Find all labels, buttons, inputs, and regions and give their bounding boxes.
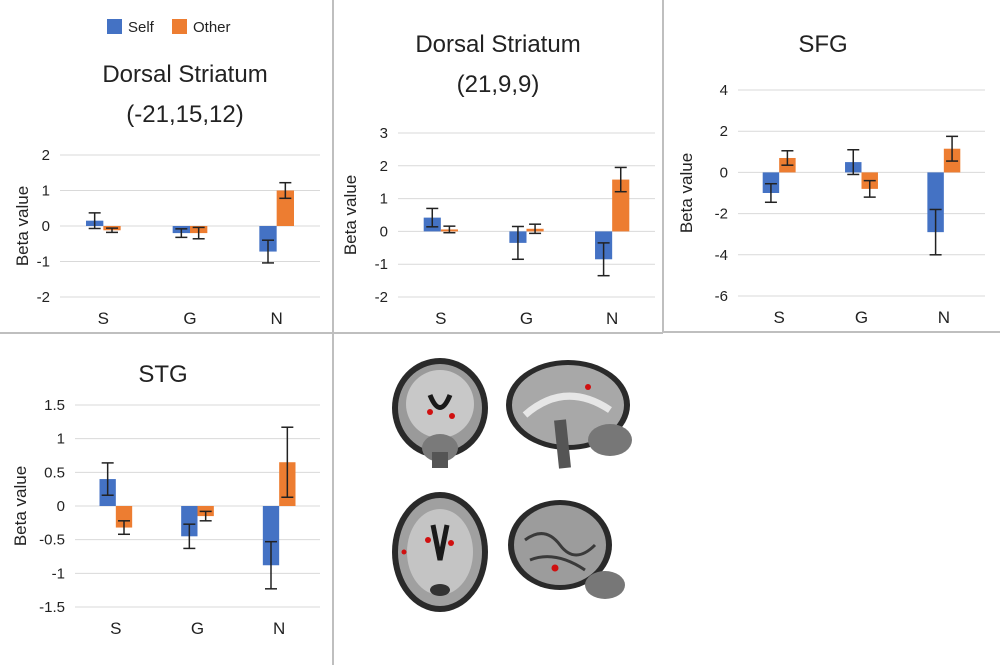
error-bar xyxy=(597,242,610,277)
y-tick-label: 1 xyxy=(380,191,388,208)
brain-sagittal-view xyxy=(500,358,640,469)
y-tick-label: -1.5 xyxy=(39,599,65,616)
y-tick-label: 4 xyxy=(720,82,728,99)
x-category-label: G xyxy=(191,619,204,638)
error-bar xyxy=(265,540,277,590)
error-bar xyxy=(281,426,294,498)
error-bar xyxy=(106,227,118,234)
x-category-label: G xyxy=(520,309,533,328)
x-category-label: N xyxy=(273,619,285,638)
error-bar xyxy=(511,225,524,261)
chart-title: Dorsal Striatum xyxy=(415,31,580,58)
y-tick-label: 3 xyxy=(380,125,388,142)
y-axis-label: Beta value xyxy=(13,186,32,266)
bar-self-S xyxy=(762,172,780,193)
error-bar xyxy=(262,239,274,264)
brain-scan-images xyxy=(388,358,640,615)
y-axis-label: Beta value xyxy=(341,175,360,255)
x-category-label: G xyxy=(183,309,196,328)
brain-axial-view xyxy=(388,490,493,615)
y-tick-label: -1 xyxy=(37,254,50,271)
y-tick-label: 2 xyxy=(42,147,50,164)
x-category-label: S xyxy=(773,308,784,327)
y-tick-label: -0.5 xyxy=(39,532,65,549)
error-bar xyxy=(529,223,542,235)
x-category-label: G xyxy=(855,308,868,327)
error-bar xyxy=(183,523,196,550)
error-bar xyxy=(101,462,114,496)
error-bar xyxy=(764,182,777,204)
chart-dorsal-striatum-left: Dorsal Striatum (-21,15,12) Beta value 2 1 0 -… xyxy=(13,61,320,328)
error-bar xyxy=(426,207,439,228)
error-bar xyxy=(847,148,860,176)
y-tick-label: 0 xyxy=(380,223,388,240)
y-tick-label: 0 xyxy=(720,164,728,181)
bar-other-S xyxy=(115,506,133,528)
error-bar xyxy=(88,212,101,230)
legend-swatch-self xyxy=(107,19,122,34)
chart-title: (21,9,9) xyxy=(457,71,540,98)
error-bar xyxy=(192,226,205,240)
error-bar xyxy=(863,179,876,198)
x-category-label: S xyxy=(435,309,446,328)
y-tick-label: 0 xyxy=(57,498,65,515)
bar-self-N xyxy=(262,506,280,566)
error-bar xyxy=(279,181,292,200)
y-tick-label: 1.5 xyxy=(44,397,65,414)
chart-title: Dorsal Striatum xyxy=(102,61,267,88)
x-category-label: N xyxy=(271,309,283,328)
charts: Dorsal Striatum (-21,15,12) Beta value 2 1 0 -… xyxy=(11,31,985,638)
brain-coronal-view xyxy=(388,358,493,468)
chart-title: SFG xyxy=(798,31,847,58)
x-category-label: S xyxy=(98,309,109,328)
y-tick-label: 0.5 xyxy=(44,464,65,481)
error-bar xyxy=(614,166,627,193)
y-tick-label: -1 xyxy=(375,256,388,273)
legend-swatch-other xyxy=(172,19,187,34)
bar-self-N xyxy=(927,172,944,233)
y-tick-label: -4 xyxy=(715,247,728,264)
bar-other-N xyxy=(276,190,294,226)
y-tick-label: -1 xyxy=(52,565,65,582)
legend: Self Other xyxy=(107,19,231,36)
bar-other-N xyxy=(612,179,630,232)
y-tick-label: -6 xyxy=(715,288,728,305)
x-category-label: N xyxy=(606,309,618,328)
error-bar xyxy=(443,225,456,234)
y-tick-label: 2 xyxy=(720,123,728,140)
brain-lateral-view xyxy=(505,495,635,605)
legend-label-self: Self xyxy=(128,19,155,36)
error-bar xyxy=(199,510,212,522)
y-tick-label: 1 xyxy=(57,431,65,448)
bar-self-G xyxy=(181,506,198,537)
y-tick-label: 2 xyxy=(380,158,388,175)
bar-self-N xyxy=(259,226,277,252)
legend-label-other: Other xyxy=(193,19,231,36)
y-axis-label: Beta value xyxy=(11,466,30,546)
y-tick-label: -2 xyxy=(375,289,388,306)
chart-dorsal-striatum-right: Dorsal Striatum (21,9,9) Beta value 3 2 1 0 -1 -… xyxy=(341,31,655,328)
x-category-label: N xyxy=(938,308,950,327)
chart-title: STG xyxy=(138,361,187,388)
error-bar xyxy=(929,208,942,256)
error-bar xyxy=(175,228,188,239)
y-tick-label: 1 xyxy=(42,183,50,200)
error-bar xyxy=(118,520,130,536)
chart-stg: STG Beta value 1.5 1 0.5 0 -0.5 -1 -1.5 S G N xyxy=(11,361,320,638)
error-bar xyxy=(946,135,959,162)
error-bar xyxy=(781,150,794,166)
y-tick-label: 0 xyxy=(42,218,50,235)
x-category-label: S xyxy=(110,619,121,638)
y-tick-label: -2 xyxy=(37,289,50,306)
chart-sfg: SFG Beta value 4 2 0 -2 -4 -6 S G N xyxy=(677,31,985,327)
y-tick-label: -2 xyxy=(715,206,728,223)
y-axis-label: Beta value xyxy=(677,153,696,233)
chart-title: (-21,15,12) xyxy=(126,101,243,128)
